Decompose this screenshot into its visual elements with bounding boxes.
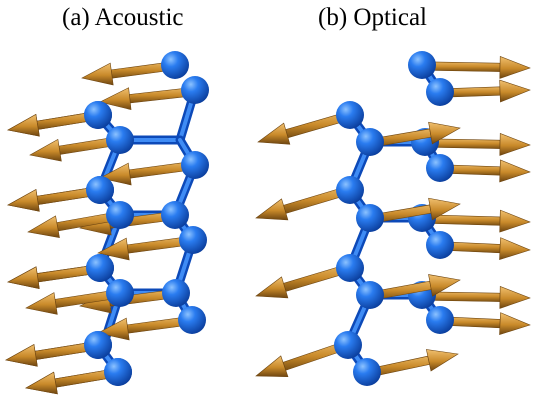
arrow-head: [499, 209, 531, 233]
atom: [86, 176, 114, 204]
panel-a-title: (a) Acoustic: [62, 4, 184, 31]
displacement-arrow: [442, 79, 531, 103]
displacement-arrow: [7, 264, 99, 289]
displacement-arrow: [255, 341, 346, 378]
arrow-head: [99, 87, 132, 111]
arrow-head: [428, 274, 461, 297]
arrow-head: [29, 138, 62, 162]
atom: [181, 76, 209, 104]
displacement-arrow: [424, 209, 531, 233]
atom: [408, 51, 436, 79]
atom: [86, 254, 114, 282]
arrow-head: [7, 266, 40, 289]
atom: [356, 204, 384, 232]
atom: [161, 201, 189, 229]
displacement-arrow: [99, 87, 191, 111]
arrow-head: [7, 189, 40, 212]
atom: [356, 281, 384, 309]
arrow-head: [25, 292, 58, 315]
displacement-arrow: [25, 289, 119, 315]
displacement-arrow: [29, 136, 120, 162]
atom: [162, 279, 190, 307]
displacement-arrow: [442, 237, 531, 261]
arrow-head: [257, 122, 291, 145]
displacement-arrow: [81, 61, 173, 86]
atom: [161, 51, 189, 79]
atom: [336, 101, 364, 129]
displacement-arrow: [442, 312, 531, 336]
atom: [106, 279, 134, 307]
displacement-arrow: [25, 368, 117, 395]
arrow-head: [255, 355, 289, 378]
atom: [356, 128, 384, 156]
arrow-head: [428, 121, 461, 145]
arrow-head: [255, 198, 289, 221]
arrow-head: [499, 285, 531, 309]
atom: [334, 331, 362, 359]
atom: [84, 331, 112, 359]
arrow-head: [499, 132, 531, 156]
displacement-arrow: [367, 349, 459, 378]
atom: [106, 201, 134, 229]
displacement-arrow: [5, 341, 96, 367]
arrow-shaft: [424, 61, 501, 72]
panel-b-title: (b) Optical: [318, 4, 427, 31]
arrow-head: [81, 62, 114, 86]
atom: [181, 151, 209, 179]
displacement-arrow: [442, 159, 531, 183]
displacement-arrow: [370, 121, 461, 148]
displacement-arrow: [7, 111, 97, 137]
atom: [336, 254, 364, 282]
arrow-head: [27, 215, 60, 238]
atom: [104, 358, 132, 386]
atom: [353, 358, 381, 386]
displacement-arrow: [424, 285, 531, 309]
atom: [426, 231, 454, 259]
arrow-head: [255, 276, 289, 299]
displacement-arrow: [370, 197, 461, 224]
panel-b-optical: [255, 51, 531, 386]
displacement-arrow: [27, 211, 120, 238]
arrow-head: [499, 312, 531, 336]
displacement-arrow: [255, 186, 348, 221]
atom: [84, 101, 112, 129]
displacement-arrow: [7, 186, 99, 212]
arrow-head: [7, 113, 40, 137]
displacement-arrow: [255, 264, 348, 299]
panel-a-acoustic: [5, 51, 209, 395]
arrow-head: [499, 237, 531, 261]
atom: [426, 78, 454, 106]
arrow-head: [25, 371, 58, 395]
atom: [336, 176, 364, 204]
atom: [426, 306, 454, 334]
displacement-arrow: [97, 236, 189, 261]
arrow-head: [425, 349, 459, 372]
atom: [106, 126, 134, 154]
atom: [426, 154, 454, 182]
displacement-arrow: [424, 55, 531, 79]
displacement-arrow: [257, 111, 350, 145]
arrow-head: [499, 55, 531, 79]
arrow-head: [499, 79, 531, 103]
atom: [178, 306, 206, 334]
arrow-head: [428, 197, 461, 221]
arrow-head: [499, 159, 531, 183]
atom: [179, 226, 207, 254]
arrow-head: [97, 237, 130, 261]
arrow-head: [5, 344, 38, 367]
